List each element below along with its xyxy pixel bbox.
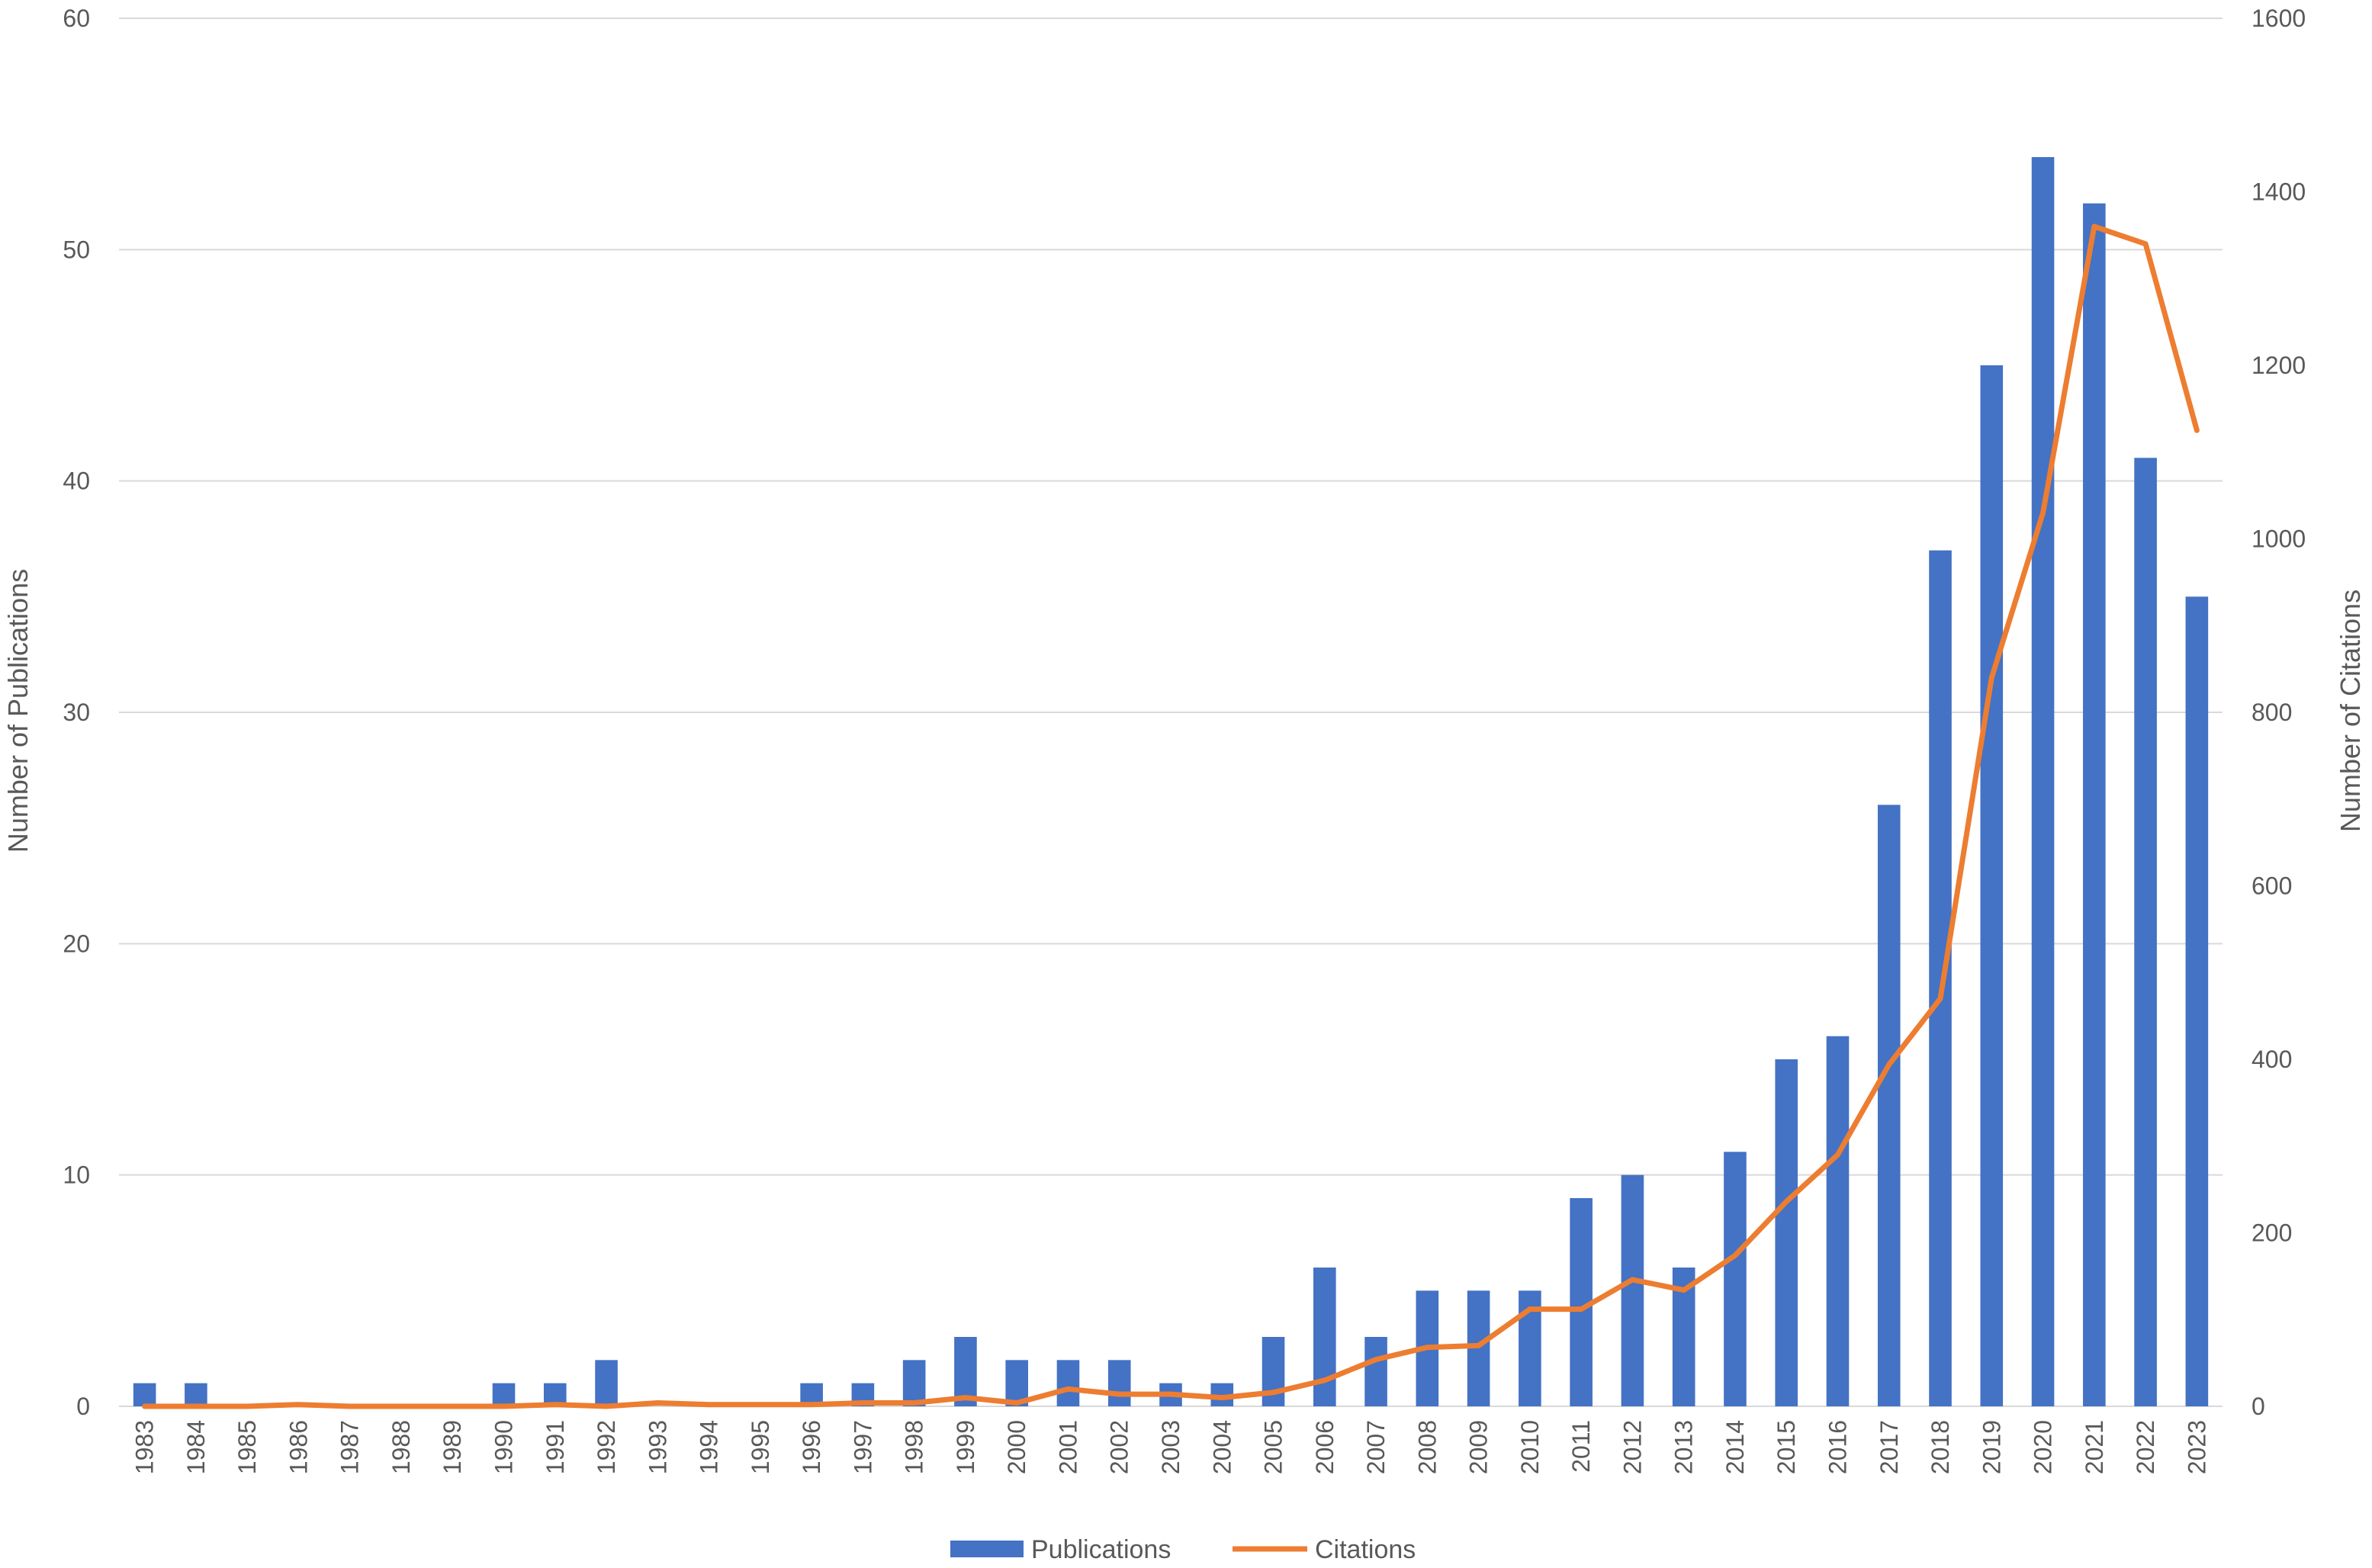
publication-bar <box>595 1360 618 1406</box>
publication-bar <box>2083 203 2106 1407</box>
left-axis-ticks: 0 10 20 30 40 50 60 <box>63 5 90 1420</box>
x-tick-label: 1993 <box>644 1420 671 1474</box>
x-tick-label: 1999 <box>952 1420 979 1474</box>
x-tick-label: 1991 <box>542 1420 569 1474</box>
x-tick-label: 2008 <box>1413 1420 1441 1474</box>
publication-bar <box>1056 1360 1080 1406</box>
legend-publications-label: Publications <box>1031 1535 1171 1564</box>
legend-citations-label: Citations <box>1315 1535 1416 1564</box>
x-tick-label: 1987 <box>336 1420 364 1474</box>
right-tick-label: 600 <box>2251 872 2292 900</box>
publication-bar <box>1724 1152 1747 1406</box>
publication-bar <box>2185 596 2209 1407</box>
left-tick-label: 60 <box>63 5 90 32</box>
right-tick-label: 1600 <box>2251 5 2306 32</box>
x-tick-label: 1996 <box>798 1420 825 1474</box>
left-tick-label: 10 <box>63 1162 90 1189</box>
x-tick-label: 2022 <box>2132 1420 2159 1474</box>
publication-bar <box>2031 157 2055 1406</box>
left-tick-label: 50 <box>63 236 90 263</box>
x-tick-label: 2005 <box>1260 1420 1287 1474</box>
x-tick-label: 1997 <box>849 1420 876 1474</box>
x-tick-label: 2017 <box>1875 1420 1903 1474</box>
publication-bar <box>1364 1337 1387 1406</box>
x-tick-label: 2009 <box>1465 1420 1493 1474</box>
x-axis-ticks: 1983 1984 1985 1986 1987 1988 1989 1990 1991 1992… <box>131 1420 2211 1474</box>
x-tick-label: 2015 <box>1773 1420 1800 1474</box>
x-tick-label: 2012 <box>1618 1420 1646 1474</box>
x-tick-label: 2006 <box>1311 1420 1339 1474</box>
right-tick-label: 400 <box>2251 1046 2292 1073</box>
gridlines <box>119 18 2223 1407</box>
right-axis-ticks: 0 200 400 600 800 1000 1200 1400 1600 <box>2251 5 2306 1420</box>
x-tick-label: 1995 <box>747 1420 774 1474</box>
publication-bars <box>133 157 2209 1407</box>
x-tick-label: 2004 <box>1208 1420 1236 1474</box>
x-tick-label: 2021 <box>2081 1420 2108 1474</box>
publication-bar <box>492 1383 516 1406</box>
right-tick-label: 1200 <box>2251 352 2306 379</box>
x-tick-label: 2003 <box>1157 1420 1184 1474</box>
citations-line <box>142 223 2200 1409</box>
publication-bar <box>1775 1059 1798 1406</box>
x-tick-label: 2018 <box>1927 1420 1954 1474</box>
x-tick-label: 2000 <box>1003 1420 1030 1474</box>
x-tick-label: 1984 <box>182 1420 210 1474</box>
publication-bar <box>133 1383 156 1406</box>
x-tick-label: 2011 <box>1567 1420 1595 1473</box>
x-tick-label: 2002 <box>1106 1420 1133 1474</box>
x-tick-label: 2016 <box>1824 1420 1851 1474</box>
x-tick-label: 2001 <box>1054 1420 1082 1474</box>
publication-bar <box>1107 1360 1131 1406</box>
x-tick-label: 2013 <box>1670 1420 1698 1474</box>
publication-bar <box>954 1337 977 1406</box>
right-tick-label: 200 <box>2251 1219 2292 1247</box>
x-tick-label: 2023 <box>2183 1420 2210 1474</box>
right-tick-label: 1400 <box>2251 178 2306 206</box>
publication-bar <box>1980 365 2004 1406</box>
right-tick-label: 0 <box>2251 1393 2265 1420</box>
left-tick-label: 30 <box>63 699 90 726</box>
x-tick-label: 2019 <box>1978 1420 2005 1474</box>
right-axis-title: Number of Citations <box>2335 590 2366 832</box>
left-tick-label: 0 <box>76 1393 90 1420</box>
publication-bar <box>1621 1174 1644 1406</box>
publication-bar <box>1929 550 1952 1406</box>
x-tick-label: 2020 <box>2030 1420 2057 1474</box>
right-tick-label: 800 <box>2251 699 2292 726</box>
x-tick-label: 1986 <box>284 1420 312 1474</box>
x-tick-label: 1983 <box>131 1420 159 1474</box>
publication-bar <box>185 1383 207 1406</box>
publication-bar <box>1826 1036 1850 1406</box>
publication-bar <box>1877 805 1901 1406</box>
x-tick-label: 1998 <box>901 1420 928 1474</box>
x-tick-label: 1989 <box>439 1420 466 1474</box>
x-tick-label: 2007 <box>1362 1420 1390 1474</box>
x-tick-label: 1985 <box>233 1420 261 1474</box>
left-tick-label: 20 <box>63 930 90 957</box>
publication-bar <box>902 1360 926 1406</box>
x-tick-label: 1990 <box>490 1420 518 1474</box>
x-tick-label: 1992 <box>593 1420 620 1474</box>
right-tick-label: 1000 <box>2251 525 2306 553</box>
publication-bar <box>2134 458 2157 1407</box>
x-tick-label: 1994 <box>696 1420 723 1474</box>
x-tick-label: 1988 <box>387 1420 415 1474</box>
citations-line-layer <box>142 223 2200 1409</box>
x-tick-label: 2014 <box>1721 1420 1749 1474</box>
left-axis-title: Number of Publications <box>2 569 34 853</box>
legend: Publications Citations <box>950 1535 1416 1564</box>
publication-bar <box>1313 1268 1336 1406</box>
left-tick-label: 40 <box>63 468 90 495</box>
legend-publications-swatch <box>950 1541 1024 1557</box>
x-tick-label: 2010 <box>1516 1420 1544 1474</box>
